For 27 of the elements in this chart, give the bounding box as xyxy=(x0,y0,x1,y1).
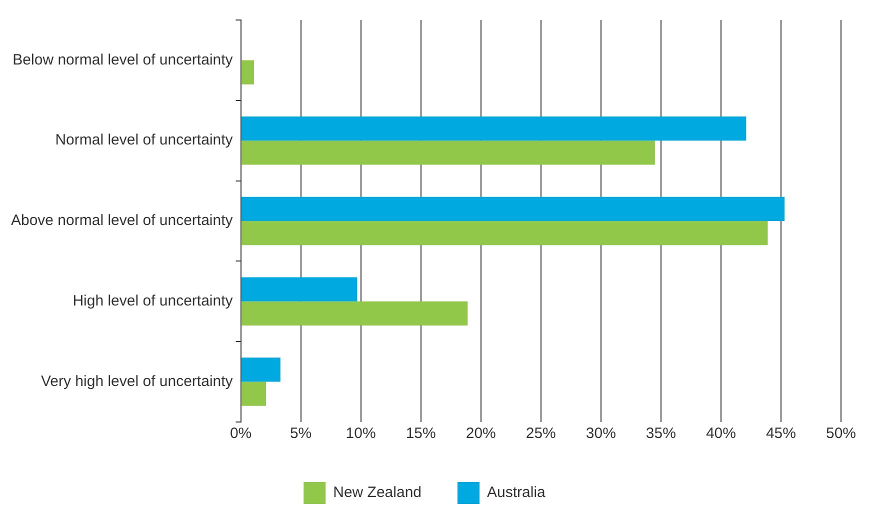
x-tick-label: 0% xyxy=(230,425,252,442)
x-tick-label: 45% xyxy=(766,425,796,442)
x-tick-label: 10% xyxy=(346,425,376,442)
x-tick-label: 35% xyxy=(646,425,676,442)
bar xyxy=(241,221,768,246)
bar xyxy=(241,277,358,302)
x-tick-label: 5% xyxy=(290,425,312,442)
y-tick-label: Normal level of uncertainty xyxy=(55,132,234,149)
bar xyxy=(241,382,266,406)
bar xyxy=(241,60,254,84)
x-tick-label: 30% xyxy=(586,425,616,442)
bar xyxy=(241,301,468,326)
x-tick-label: 20% xyxy=(466,425,496,442)
bar xyxy=(241,140,655,165)
x-tick-label: 25% xyxy=(526,425,556,442)
y-tick-label: Above normal level of uncertainty xyxy=(10,212,234,230)
x-tick-label: 50% xyxy=(826,425,856,442)
bar xyxy=(241,358,280,382)
y-tick-label: High level of uncertainty xyxy=(72,292,234,310)
x-tick-label: 15% xyxy=(406,425,436,442)
legend-label: Australia xyxy=(487,484,546,502)
y-tick-label: Below normal level of uncertainty xyxy=(12,51,234,68)
x-tick-label: 40% xyxy=(706,425,736,442)
y-tick-label: Very high level of uncertainty xyxy=(41,372,234,390)
bar xyxy=(241,196,785,221)
bar xyxy=(241,116,746,141)
legend-label: New Zealand xyxy=(333,484,422,502)
